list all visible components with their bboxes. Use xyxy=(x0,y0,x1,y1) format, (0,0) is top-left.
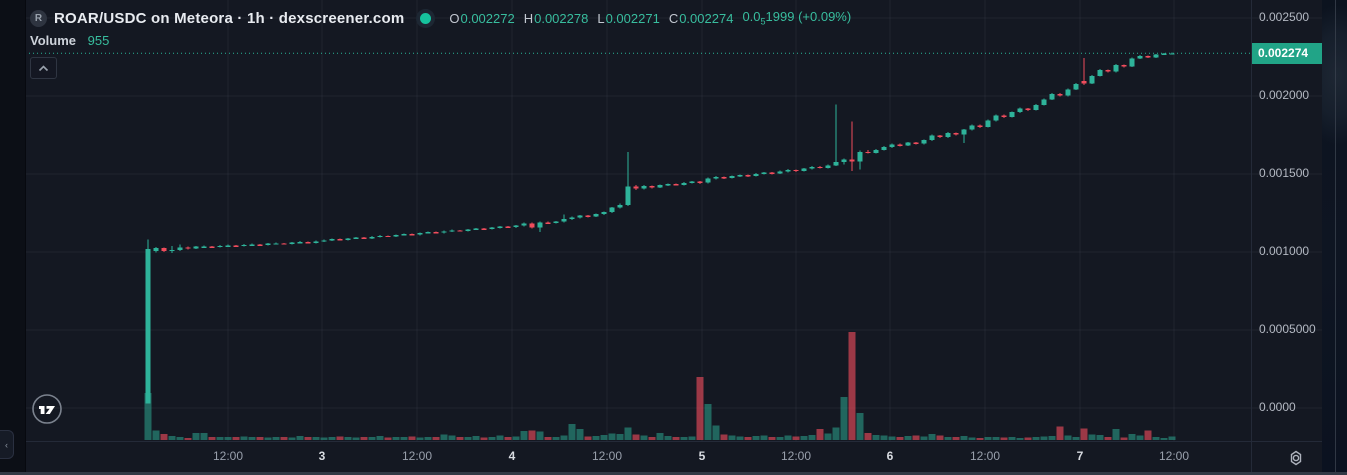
low-value: 0.002271 xyxy=(605,10,660,26)
current-price-label: 0.002274 xyxy=(1252,42,1322,64)
tv-glyph-one xyxy=(39,406,45,414)
time-axis-label: 12:00 xyxy=(1158,449,1190,463)
token-logo-badge: R xyxy=(30,9,47,27)
time-axis-day-label: 4 xyxy=(508,449,516,463)
volume-label[interactable]: Volume xyxy=(30,33,76,48)
price-axis-label: 0.0000 xyxy=(1259,400,1296,414)
close-value: 0.002274 xyxy=(679,10,734,26)
left-toolbar-strip xyxy=(0,0,26,475)
chevron-up-icon xyxy=(38,64,49,71)
volume-value: 955 xyxy=(87,33,110,48)
close-label: C xyxy=(668,10,679,26)
price-axis-label: 0.002000 xyxy=(1259,88,1310,102)
window-edge-background xyxy=(1322,0,1347,475)
tv-glyph-seven xyxy=(45,406,55,414)
high-label: H xyxy=(523,10,534,26)
high-value: 0.002278 xyxy=(534,10,589,26)
settings-gear-icon[interactable] xyxy=(1286,448,1306,468)
price-axis[interactable]: 0.002500 0.002000 0.001500 0.001000 0.000500… xyxy=(1251,0,1322,442)
chart-legend: R ROAR/USDC on Meteora · 1h · dexscreene… xyxy=(30,8,851,79)
ohlc-readout: O 0.002272 H 0.002278 L 0.002271 C 0.002274 … xyxy=(449,9,851,27)
symbol-title[interactable]: ROAR/USDC on Meteora · 1h · dexscreener.… xyxy=(54,9,405,27)
time-axis-label: 12:00 xyxy=(969,449,1001,463)
price-axis-label: 0.002500 xyxy=(1259,10,1310,24)
time-axis-label: 12:00 xyxy=(212,449,244,463)
low-label: L xyxy=(597,10,605,26)
time-axis-label: 12:00 xyxy=(780,449,812,463)
change-value: 0.051999 (+0.09%) xyxy=(742,9,852,27)
sidebar-collapse-handle[interactable]: ‹ xyxy=(0,430,14,459)
legend-collapse-button[interactable] xyxy=(30,57,57,79)
time-axis[interactable]: 12:00 3 12:00 4 12:00 5 12:00 6 12:00 7 12:00 xyxy=(25,442,1322,475)
price-axis-label: 0.001000 xyxy=(1259,244,1310,258)
time-axis-label: 12:00 xyxy=(401,449,433,463)
time-axis-day-label: 5 xyxy=(698,449,706,463)
chevron-left-icon: ‹ xyxy=(5,439,8,450)
open-label: O xyxy=(449,10,460,26)
time-axis-label: 12:00 xyxy=(591,449,623,463)
tradingview-logo[interactable] xyxy=(31,393,63,425)
time-axis-day-label: 7 xyxy=(1076,449,1084,463)
live-indicator-dot xyxy=(420,12,432,24)
price-axis-label: 0.001500 xyxy=(1259,166,1310,180)
time-axis-day-label: 3 xyxy=(318,449,326,463)
open-value: 0.002272 xyxy=(460,10,515,26)
time-axis-day-label: 6 xyxy=(886,449,894,463)
window-bottom-edge xyxy=(0,472,1347,475)
price-axis-label: 0.0005000 xyxy=(1259,322,1316,336)
